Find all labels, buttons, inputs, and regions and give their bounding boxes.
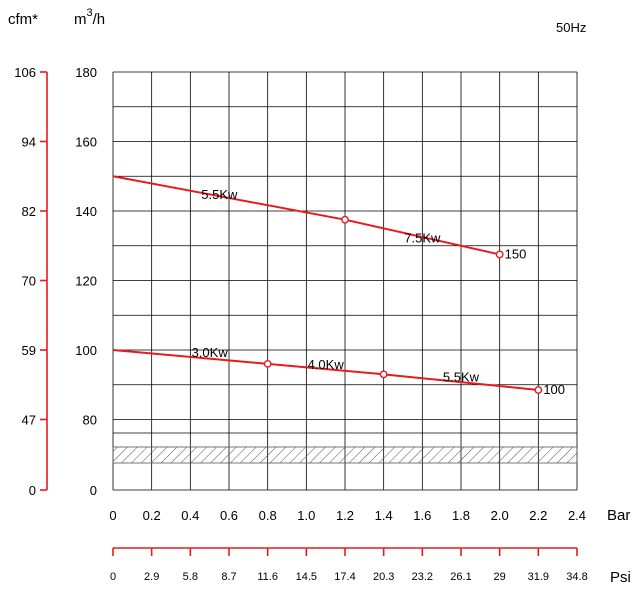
cfm-tick-label-1: 94 <box>22 135 36 150</box>
psi-tick-label-12: 34.8 <box>566 571 587 583</box>
m3h-tick-label-1: 160 <box>75 135 97 150</box>
psi-tick-label-3: 8.7 <box>221 571 236 583</box>
series-100-marker-2 <box>534 386 543 394</box>
psi-tick-label-7: 20.3 <box>373 571 394 583</box>
m3h-tick-label-6: 0 <box>90 483 97 498</box>
psi-tick-label-6: 17.4 <box>334 571 355 583</box>
m3h-tick-label-2: 140 <box>75 204 97 219</box>
bar-tick-label-5: 1.0 <box>297 508 315 523</box>
bar-tick-label-7: 1.4 <box>375 508 393 523</box>
cfm-tick-label-2: 82 <box>22 204 36 219</box>
curves: 150 5.5Kw 7.5Kw 100 3.0Kw 4.0Kw 5.5Kw <box>112 175 565 397</box>
series-100-marker-1 <box>379 370 388 379</box>
psi-tick-label-0: 0 <box>110 571 116 583</box>
psi-tick-label-4: 11.6 <box>257 571 278 583</box>
bar-tick-label-3: 0.6 <box>220 508 238 523</box>
psi-tick-label-8: 23.2 <box>412 571 433 583</box>
m3h-unit-label: m3/h <box>74 7 105 28</box>
series-100-marker-0 <box>263 359 272 368</box>
bar-tick-label-11: 2.2 <box>529 508 547 523</box>
series-end-label-150: 150 <box>505 246 527 261</box>
cfm-tick-label-0: 106 <box>14 65 36 80</box>
psi-unit-label: Psi <box>610 569 631 586</box>
segment-label-150-0: 5.5Kw <box>201 187 238 202</box>
psi-tick-label-2: 5.8 <box>183 571 198 583</box>
bar-tick-label-9: 1.8 <box>452 508 470 523</box>
m3h-tick-label-5: 80 <box>83 413 97 428</box>
series-end-label-100: 100 <box>543 382 565 397</box>
m3h-unit-tail: /h <box>93 11 106 28</box>
m3h-tick-label-3: 120 <box>75 274 97 289</box>
segment-label-100-0: 3.0Kw <box>192 345 229 360</box>
bar-tick-label-8: 1.6 <box>413 508 431 523</box>
cfm-tick-label-5: 47 <box>22 413 36 428</box>
psi-tick-label-11: 31.9 <box>528 571 549 583</box>
psi-tick-label-9: 26.1 <box>450 571 471 583</box>
bar-tick-label-10: 2.0 <box>491 508 509 523</box>
bar-unit-label: Bar <box>607 507 630 524</box>
segment-label-150-1: 7.5Kw <box>404 230 441 245</box>
bar-tick-label-6: 1.2 <box>336 508 354 523</box>
psi-tick-label-1: 2.9 <box>144 571 159 583</box>
segment-label-100-2: 5.5Kw <box>443 369 480 384</box>
bar-tick-label-0: 0 <box>109 508 116 523</box>
grid <box>112 71 578 491</box>
series-line-100 <box>112 349 539 391</box>
bar-tick-label-12: 2.4 <box>568 508 586 523</box>
bar-tick-label-1: 0.2 <box>143 508 161 523</box>
segment-label-100-1: 4.0Kw <box>308 357 345 372</box>
hatch-band <box>112 446 578 464</box>
m3h-tick-label-0: 180 <box>75 65 97 80</box>
axis-break-band <box>112 446 578 464</box>
cfm-tick-label-4: 59 <box>22 343 36 358</box>
series-150-marker-0 <box>341 215 349 224</box>
psi-tick-label-5: 14.5 <box>296 571 317 583</box>
m3h-unit-base: m <box>74 11 87 28</box>
cfm-tick-label-6: 0 <box>29 483 36 498</box>
m3h-tick-label-4: 100 <box>75 343 97 358</box>
bar-tick-label-2: 0.4 <box>181 508 199 523</box>
cfm-unit-label: cfm* <box>8 11 38 28</box>
series-150-marker-1 <box>495 250 504 259</box>
frequency-label: 50Hz <box>556 20 586 35</box>
cfm-tick-label-3: 70 <box>22 274 36 289</box>
psi-tick-label-10: 29 <box>494 571 506 583</box>
bar-tick-label-4: 0.8 <box>259 508 277 523</box>
m3h-unit-sup: 3 <box>87 7 93 19</box>
